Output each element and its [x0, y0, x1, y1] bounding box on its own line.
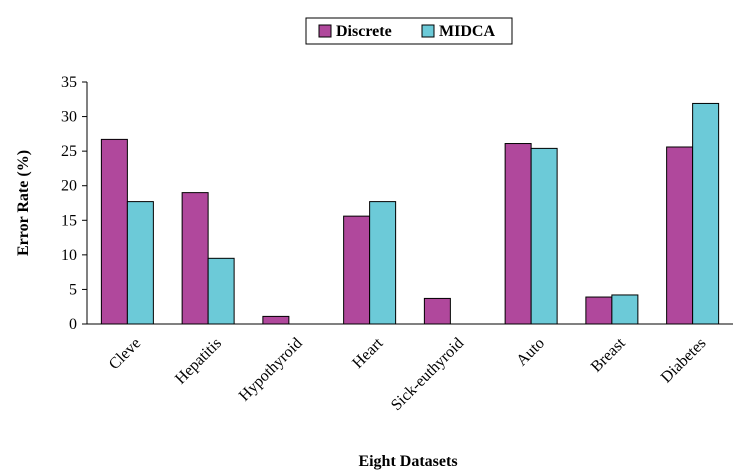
legend-label-discrete: Discrete — [336, 23, 392, 40]
x-tick-label: Diabetes — [658, 335, 710, 387]
bar-discrete-auto — [504, 143, 532, 325]
legend-box — [305, 17, 513, 45]
bar-midca-cleve — [126, 201, 154, 325]
x-tick-label: Heart — [349, 334, 387, 372]
x-axis-title: Eight Datasets — [358, 453, 457, 470]
x-tick-label: Cleve — [106, 335, 144, 373]
x-tick-label: Sick-euthyroid — [388, 335, 467, 414]
bar-midca-auto — [530, 147, 558, 325]
x-tick-label: Hypothyroid — [236, 335, 306, 405]
bar-midca-breast — [611, 294, 639, 325]
legend: Discrete MIDCA — [305, 17, 513, 45]
x-tick-label: Hepatitis — [172, 335, 225, 388]
y-tick-label: 5 — [69, 281, 77, 298]
bar-discrete-hepatitis — [181, 192, 209, 325]
bar-midca-diabetes — [692, 102, 720, 325]
legend-swatch-discrete — [318, 24, 332, 38]
y-tick-label: 35 — [61, 74, 77, 91]
y-tick-label: 15 — [61, 212, 77, 229]
legend-label-midca: MIDCA — [439, 23, 495, 40]
bar-discrete-heart — [343, 215, 371, 325]
bar-discrete-hypothyroid — [262, 315, 290, 325]
legend-swatch-midca — [421, 24, 435, 38]
y-tick-label: 20 — [61, 178, 77, 195]
y-tick-label: 10 — [61, 247, 77, 264]
y-tick-label: 25 — [61, 143, 77, 160]
bar-discrete-diabetes — [666, 146, 694, 325]
bar-midca-hepatitis — [207, 257, 235, 325]
bar-midca-heart — [369, 201, 397, 325]
bar-discrete-cleve — [100, 138, 128, 325]
y-tick-label: 0 — [69, 316, 77, 333]
y-tick-label: 30 — [61, 109, 77, 126]
bar-discrete-sick-euthyroid — [423, 297, 451, 325]
x-tick-label: Breast — [588, 334, 629, 375]
y-axis-title: Error Rate (%) — [15, 150, 32, 256]
x-tick-label: Auto — [513, 335, 548, 370]
bar-discrete-breast — [585, 296, 613, 325]
